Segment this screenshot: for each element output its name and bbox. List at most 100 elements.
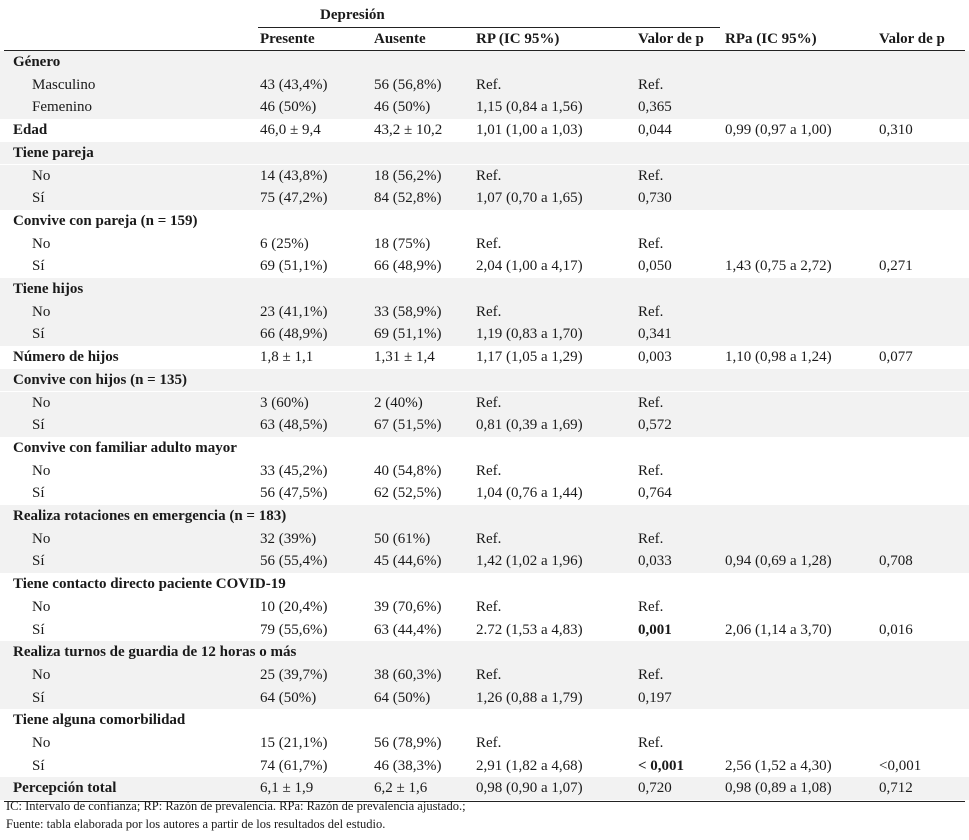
row-label: Sí <box>32 417 45 434</box>
row-cell-5: 1,43 (0,75 a 2,72) <box>725 258 832 275</box>
row-cell-3: 2,04 (1,00 a 4,17) <box>476 258 583 275</box>
row-cell-2: 67 (51,5%) <box>374 417 442 434</box>
row-cell-4: 0,044 <box>638 122 672 139</box>
row-label: Sí <box>32 621 45 638</box>
row-cell-1: 69 (51,1%) <box>260 258 328 275</box>
table-row: Realiza rotaciones en emergencia (n = 18… <box>0 505 969 528</box>
row-label: Sí <box>32 757 45 774</box>
row-label: Realiza rotaciones en emergencia (n = 18… <box>13 508 287 524</box>
row-cell-1: 43 (43,4%) <box>260 76 328 93</box>
row-label: Convive con pareja (n = 159) <box>13 212 198 229</box>
abbreviations-note: IC: Intervalo de confianza; RP: Razón de… <box>6 799 466 813</box>
row-label: Tiene contacto directo paciente COVID-19 <box>13 576 286 593</box>
table-row: Sí 74 (61,7%) 46 (38,3%) 2,91 (1,82 a 4,68)… <box>0 755 969 778</box>
row-cell-2: 62 (52,5%) <box>374 485 442 502</box>
row-cell-3: Ref. <box>476 167 502 184</box>
table-row: Sí 69 (51,1%) 66 (48,9%) 2,04 (1,00 a 4,17)… <box>0 255 969 278</box>
table-row: Tiene contacto directo paciente COVID-19 <box>0 573 969 596</box>
col-header-rpa: RPa (IC 95%) <box>725 31 817 47</box>
row-label: No <box>32 598 51 615</box>
row-cell-2: 18 (75%) <box>374 235 431 252</box>
row-cell-4: Ref. <box>638 394 664 411</box>
row-cell-1: 63 (48,5%) <box>260 417 328 434</box>
row-cell-3: 2,91 (1,82 a 4,68) <box>476 757 583 774</box>
row-cell-4: 0,033 <box>638 553 672 570</box>
table-row: No 14 (43,8%) 18 (56,2%) Ref. Ref. <box>0 164 969 188</box>
row-cell-2: 39 (70,6%) <box>374 598 442 615</box>
row-cell-2: 2 (40%) <box>374 394 423 411</box>
row-label: No <box>32 735 51 751</box>
row-cell-4: Ref. <box>638 735 664 751</box>
table-row: No 32 (39%) 50 (61%) Ref. Ref. <box>0 527 969 551</box>
table-row: No 25 (39,7%) 38 (60,3%) Ref. Ref. <box>0 663 969 687</box>
row-cell-1: 10 (20,4%) <box>260 598 328 615</box>
table-row: Sí 63 (48,5%) 67 (51,5%) 0,81 (0,39 a 1,69)… <box>0 414 969 437</box>
row-cell-1: 33 (45,2%) <box>260 462 328 479</box>
table-row: Sí 79 (55,6%) 63 (44,4%) 2.72 (1,53 a 4,83)… <box>0 619 969 642</box>
header-bottom-rule <box>4 50 965 51</box>
row-cell-2: 38 (60,3%) <box>374 666 442 683</box>
row-cell-2: 84 (52,8%) <box>374 190 442 207</box>
table-row: Percepción total 6,1 ± 1,9 6,2 ± 1,6 0,98 (… <box>0 777 969 801</box>
row-cell-2: 18 (56,2%) <box>374 167 442 184</box>
row-cell-4: Ref. <box>638 462 664 479</box>
row-cell-1: 56 (47,5%) <box>260 485 328 502</box>
row-cell-6: 0,708 <box>879 553 913 570</box>
table-row: Femenino 46 (50%) 46 (50%) 1,15 (0,84 a 1,5… <box>0 96 969 120</box>
row-cell-6: 0,016 <box>879 621 913 638</box>
row-cell-3: 1,15 (0,84 a 1,56) <box>476 99 583 116</box>
row-cell-1: 64 (50%) <box>260 689 317 706</box>
row-cell-4: Ref. <box>638 530 664 547</box>
row-cell-3: 1,19 (0,83 a 1,70) <box>476 326 583 343</box>
row-cell-2: 69 (51,1%) <box>374 326 442 343</box>
row-cell-1: 46 (50%) <box>260 99 317 116</box>
table-row: Sí 56 (55,4%) 45 (44,6%) 1,42 (1,02 a 1,96)… <box>0 550 969 574</box>
table-row: Convive con hijos (n = 135) <box>0 368 969 392</box>
row-cell-3: Ref. <box>476 598 502 615</box>
col-header-presente: Presente <box>260 31 315 47</box>
row-cell-6: 0,310 <box>879 122 913 139</box>
row-cell-4: Ref. <box>638 235 664 252</box>
row-cell-5: 2,56 (1,52 a 4,30) <box>725 757 832 774</box>
table-group-header-row: Depresión <box>0 4 969 27</box>
table-row: Convive con pareja (n = 159) <box>0 210 969 233</box>
table-row: No 23 (41,1%) 33 (58,9%) Ref. Ref. <box>0 300 969 324</box>
row-label: Sí <box>32 326 45 343</box>
row-cell-2: 63 (44,4%) <box>374 621 442 638</box>
table-notes: IC: Intervalo de confianza; RP: Razón de… <box>6 797 466 833</box>
row-cell-1: 56 (55,4%) <box>260 553 328 570</box>
table-row: Sí 56 (47,5%) 62 (52,5%) 1,04 (0,76 a 1,44)… <box>0 482 969 505</box>
row-cell-5: 0,98 (0,89 a 1,08) <box>725 780 832 797</box>
row-cell-1: 6 (25%) <box>260 235 309 252</box>
row-cell-4: 0,365 <box>638 99 672 116</box>
group-header-depresion: Depresión <box>320 7 385 23</box>
row-label: Género <box>13 54 61 70</box>
row-label: No <box>32 666 51 683</box>
row-cell-3: 1,17 (1,05 a 1,29) <box>476 349 583 366</box>
row-cell-4: 0,197 <box>638 689 672 706</box>
row-label: Tiene hijos <box>13 281 84 297</box>
row-label: Número de hijos <box>13 349 119 366</box>
row-cell-4: < 0,001 <box>638 757 685 774</box>
table-row: Tiene alguna comorbilidad <box>0 709 969 732</box>
row-cell-3: 1,42 (1,02 a 1,96) <box>476 553 583 570</box>
row-label: Percepción total <box>13 780 117 797</box>
row-cell-2: 40 (54,8%) <box>374 462 442 479</box>
row-cell-2: 50 (61%) <box>374 530 431 547</box>
row-cell-2: 1,31 ± 1,4 <box>374 349 435 366</box>
table-row: Convive con familiar adulto mayor <box>0 437 969 460</box>
row-cell-4: 0,730 <box>638 190 672 207</box>
row-cell-1: 3 (60%) <box>260 394 309 411</box>
row-label: Tiene alguna comorbilidad <box>13 712 186 729</box>
row-cell-3: Ref. <box>476 530 502 547</box>
row-label: No <box>32 462 51 479</box>
row-label: Sí <box>32 689 45 706</box>
row-cell-6: 0,271 <box>879 258 913 275</box>
row-cell-4: 0,764 <box>638 485 672 502</box>
row-label: No <box>32 235 51 252</box>
row-label: Edad <box>13 122 48 139</box>
row-label: Sí <box>32 258 45 275</box>
row-cell-3: 1,01 (1,00 a 1,03) <box>476 122 583 139</box>
row-cell-1: 6,1 ± 1,9 <box>260 780 314 797</box>
row-cell-1: 15 (21,1%) <box>260 735 328 751</box>
